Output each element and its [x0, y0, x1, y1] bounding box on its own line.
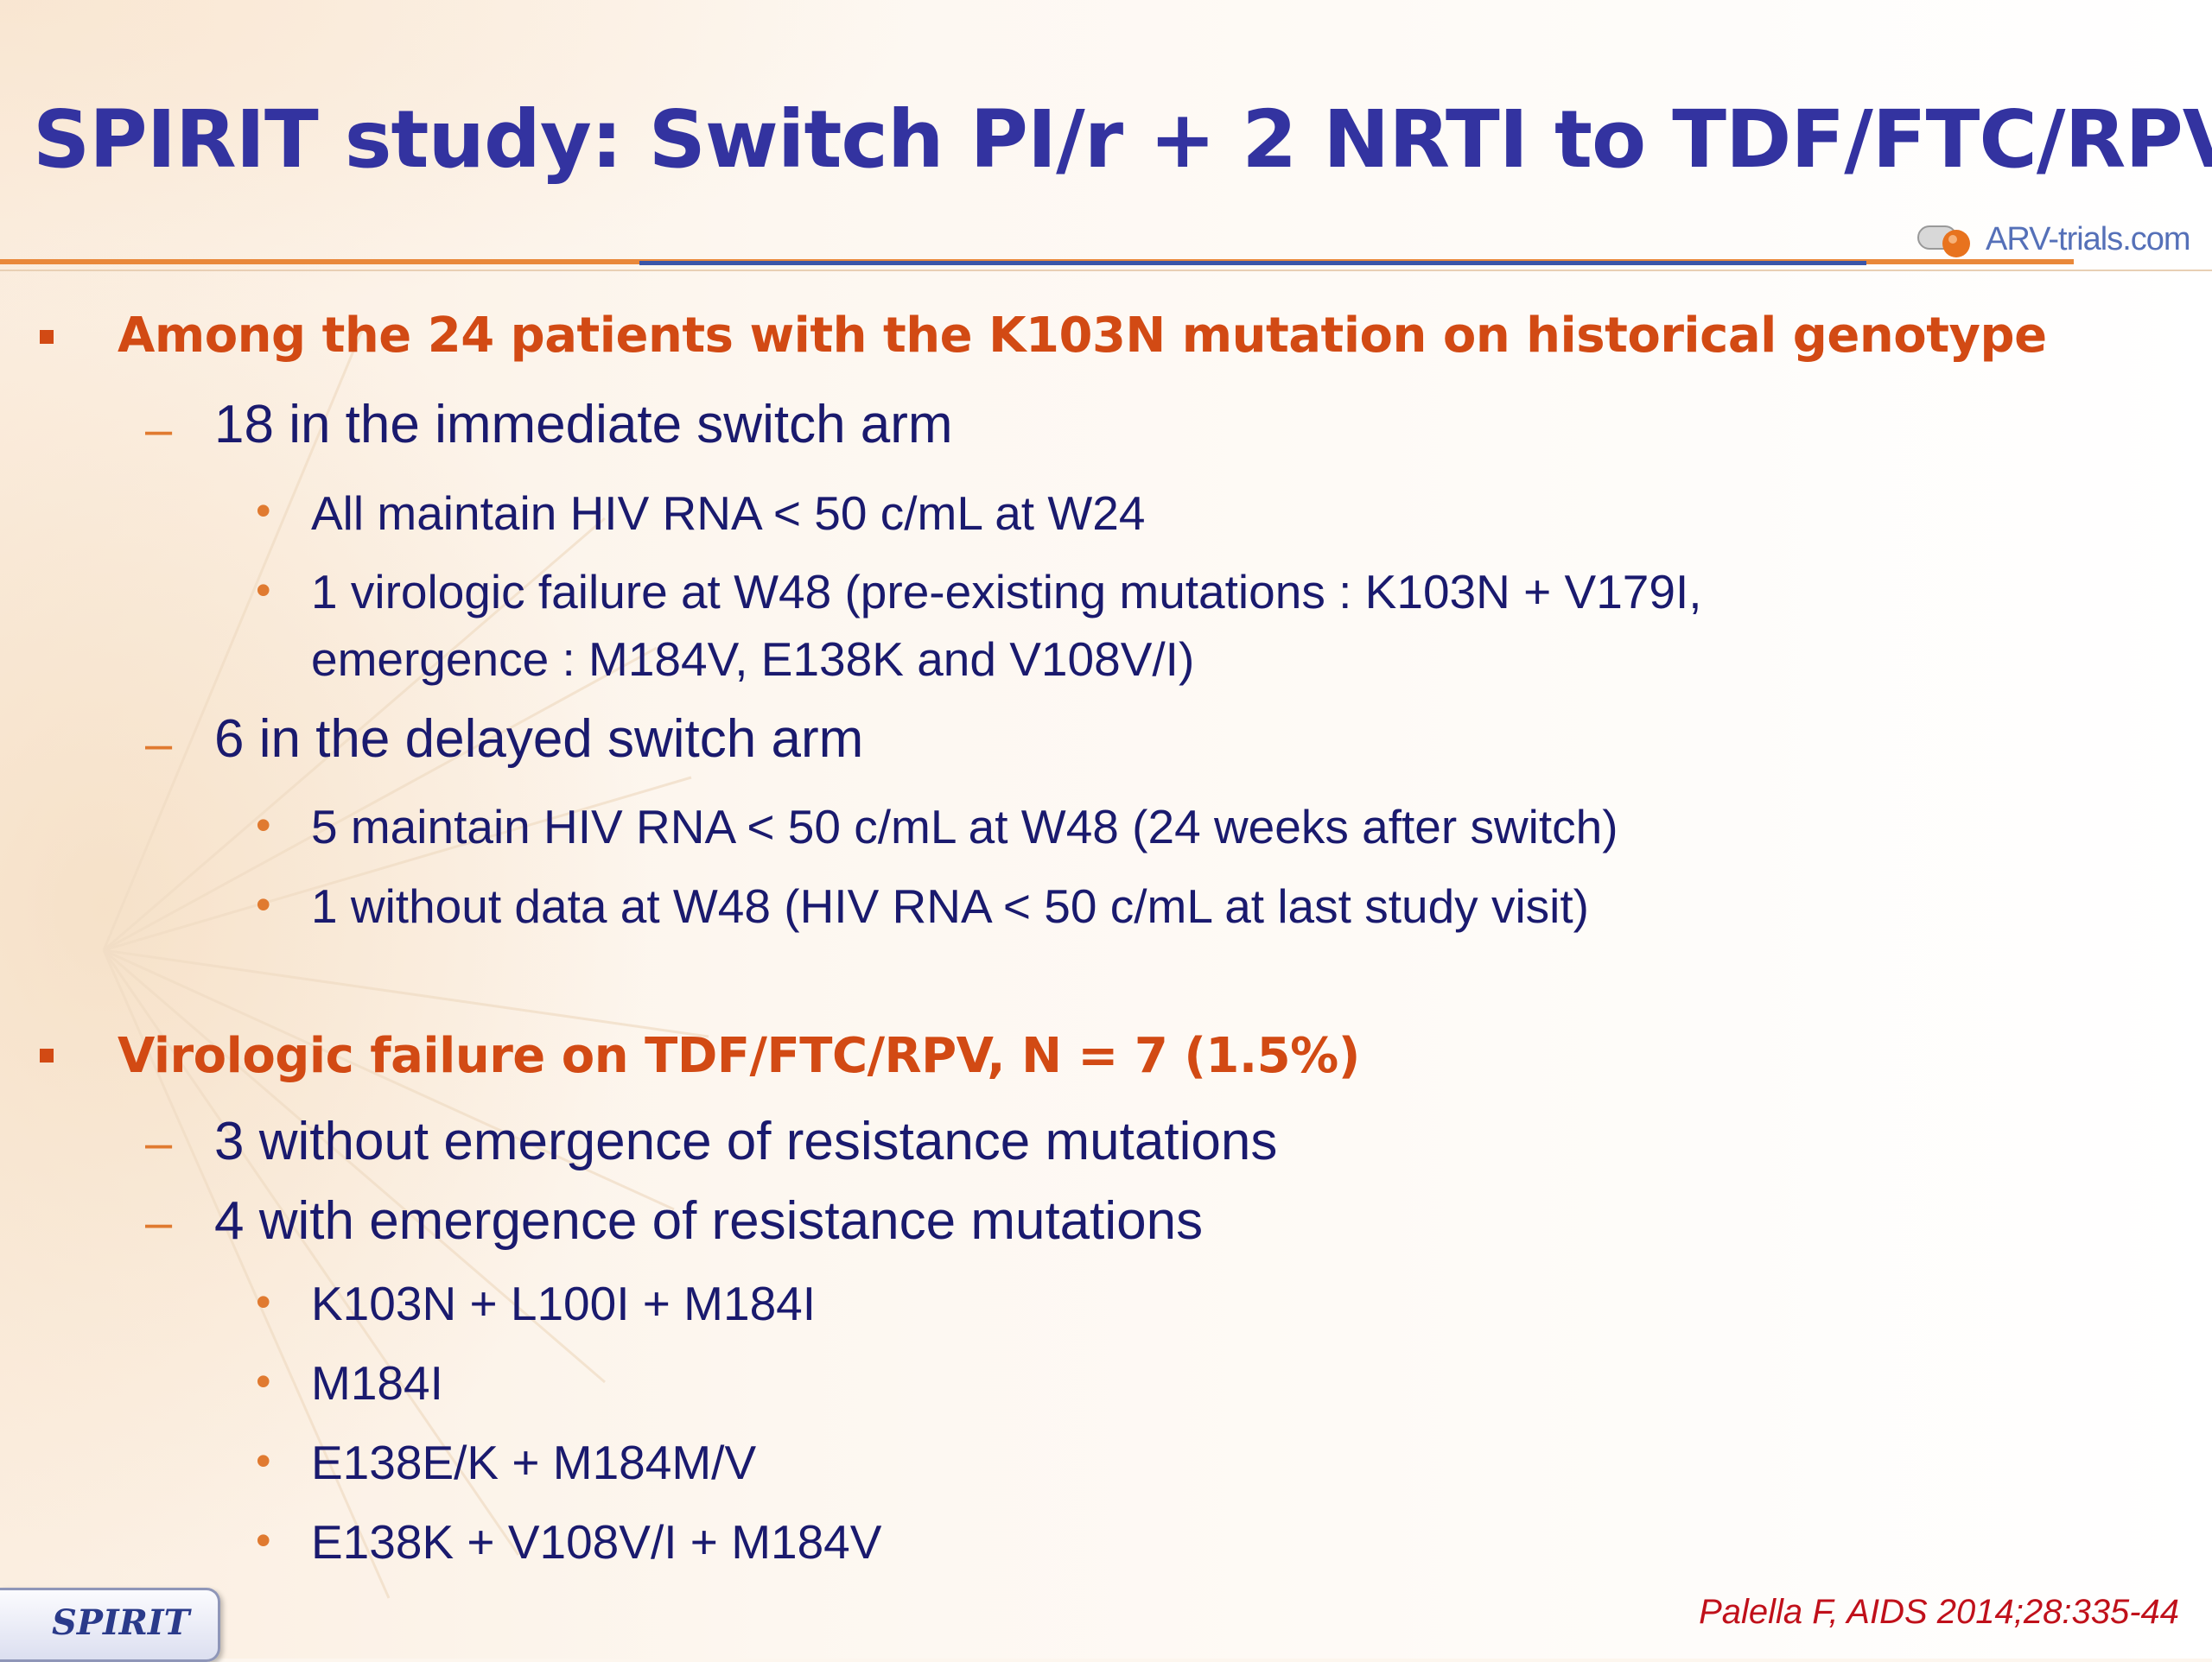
dot-bullet: •	[256, 880, 271, 929]
list-item: 6 in the delayed switch arm	[214, 709, 864, 769]
section-bullet-square	[40, 330, 54, 344]
dash-bullet: –	[145, 402, 173, 456]
list-subitem: 1 without data at W48 (HIV RNA < 50 c/mL…	[311, 879, 1589, 933]
section-heading: Among the 24 patients with the K103N mut…	[118, 308, 2047, 364]
list-subitem-continuation: emergence : M184V, E138K and V108V/I)	[311, 632, 1195, 686]
list-subitem: 1 virologic failure at W48 (pre-existing…	[311, 565, 1702, 618]
list-subitem: K103N + L100I + M184I	[311, 1277, 817, 1330]
dash-bullet: –	[145, 716, 173, 771]
section-bullet-square	[40, 1049, 54, 1063]
background-rays-decoration	[102, 327, 709, 1599]
dot-bullet: •	[256, 801, 271, 849]
list-item: 18 in the immediate switch arm	[214, 395, 953, 454]
dot-bullet: •	[256, 1357, 271, 1405]
dot-bullet: •	[256, 1278, 271, 1326]
dash-bullet: –	[145, 1195, 173, 1249]
title-divider-blue	[639, 261, 1866, 265]
citation: Palella F, AIDS 2014;28:335-44	[1699, 1593, 2179, 1631]
dot-bullet: •	[256, 566, 271, 614]
section-heading: Virologic failure on TDF/FTC/RPV, N = 7 …	[118, 1028, 1360, 1084]
list-subitem: M184I	[311, 1356, 443, 1410]
list-subitem: E138E/K + M184M/V	[311, 1436, 757, 1489]
dot-bullet: •	[256, 1516, 271, 1564]
arv-trials-logo: ARV-trials.com	[1916, 218, 2193, 270]
list-subitem: E138K + V108V/I + M184V	[311, 1515, 882, 1569]
list-item: 4 with emergence of resistance mutations	[214, 1191, 1204, 1251]
list-subitem: All maintain HIV RNA < 50 c/mL at W24	[311, 486, 1146, 540]
dot-bullet: •	[256, 1437, 271, 1485]
dash-bullet: –	[145, 1115, 173, 1170]
slide-title: SPIRIT study: Switch PI/r + 2 NRTI to TD…	[33, 93, 2212, 186]
study-tag-label: SPIRIT	[52, 1602, 190, 1643]
title-divider-thin	[0, 270, 2212, 271]
list-item: 3 without emergence of resistance mutati…	[214, 1112, 1278, 1171]
list-subitem: 5 maintain HIV RNA < 50 c/mL at W48 (24 …	[311, 800, 1618, 853]
study-tag: SPIRIT	[0, 1588, 220, 1662]
dot-bullet: •	[256, 486, 271, 535]
capsule-icon	[1917, 225, 1970, 257]
logo-text: ARV-trials.com	[1986, 221, 2191, 257]
